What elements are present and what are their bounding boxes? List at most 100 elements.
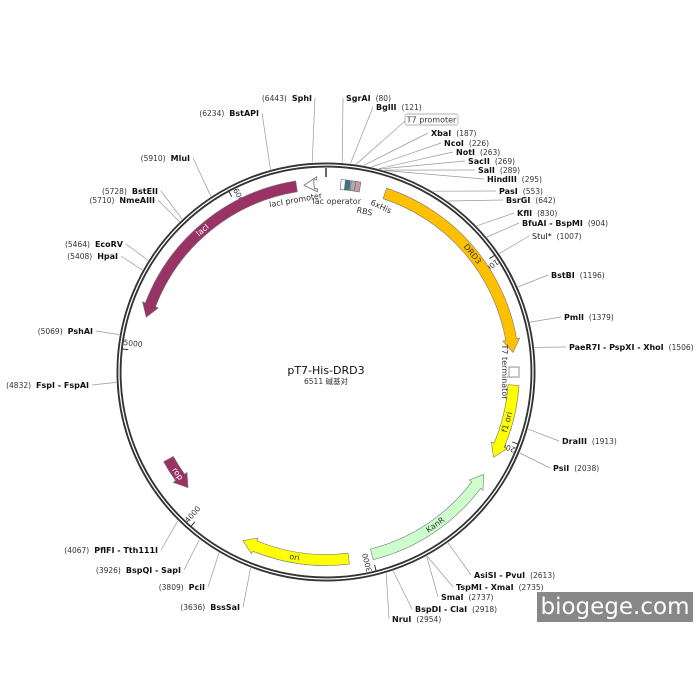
site-leader-line: [363, 132, 429, 166]
site-position: (5069): [38, 327, 63, 336]
site-name: SphI: [292, 94, 312, 103]
T7-terminator-label: T7 terminator: [500, 343, 509, 400]
site-name: PflFI - Tth111I: [94, 546, 158, 555]
site-leader-line: [529, 316, 562, 323]
backbone-ring: [116, 162, 536, 582]
site-name: DraIII: [562, 437, 587, 446]
site-name: PciI: [189, 583, 205, 592]
restriction-site: (3636) BssSaI: [180, 567, 251, 612]
restriction-site: HindIII (295): [384, 170, 542, 184]
site-position: (1506): [669, 343, 694, 352]
restriction-site: (3926) BspQI - SapI: [96, 539, 200, 575]
site-position: (1196): [580, 271, 605, 280]
site-name: TspMI - XmaI: [456, 583, 514, 592]
feature-arrow-laci: [142, 180, 298, 318]
site-name: BstEII: [132, 187, 158, 196]
site-name: MluI: [171, 154, 190, 163]
site-position: (1007): [557, 232, 582, 241]
site-leader-line: [378, 151, 454, 170]
restriction-site: NcoI (226): [371, 139, 489, 168]
site-label: (6234) BstAPI: [199, 109, 259, 118]
restriction-site: SgrAI (80): [341, 94, 391, 163]
site-position: (269): [495, 157, 515, 166]
site-position: (904): [588, 219, 608, 228]
site-leader-line: [120, 255, 143, 271]
restriction-site: SacII (269): [379, 157, 515, 170]
restriction-site: PasI (553): [432, 187, 543, 196]
site-label: BsrGI (642): [506, 196, 556, 205]
site-label: (5464) EcoRV: [65, 240, 124, 249]
feature-arrow-ori: [242, 537, 350, 566]
tick-label: 5000: [123, 338, 143, 349]
site-leader-line: [350, 106, 374, 164]
site-name: NmeAIII: [119, 196, 155, 205]
site-position: (5464): [65, 240, 90, 249]
site-label: SalI (289): [478, 166, 520, 175]
site-name: BstAPI: [229, 109, 259, 118]
site-leader-line: [311, 97, 316, 163]
restriction-site: XbaI (187): [363, 129, 477, 166]
site-leader-line: [160, 190, 183, 220]
restriction-site: DraIII (1913): [527, 428, 617, 446]
site-position: (121): [402, 103, 422, 112]
restriction-site: BsrGI (642): [447, 196, 556, 205]
site-leader-line: [384, 170, 485, 180]
restriction-site: (5069) PshAI: [38, 327, 120, 336]
site-name: SmaI: [441, 593, 463, 602]
restriction-site: PaeR7I - PspXI - XhoI (1506): [534, 343, 694, 352]
site-label: BfuAI - BspMI (904): [522, 219, 608, 228]
site-position: (6443): [262, 94, 287, 103]
site-label: HindIII (295): [487, 175, 542, 184]
restriction-site: BspDI - ClaI (2918): [392, 570, 497, 614]
site-name: FspI - FspAI: [36, 381, 89, 390]
tick-label: 4000: [183, 504, 202, 524]
site-name: PmlI: [564, 313, 584, 322]
site-name: BglII: [376, 103, 397, 112]
site-position: (3926): [96, 566, 121, 575]
site-leader-line: [160, 520, 179, 551]
site-position: (1913): [592, 437, 617, 446]
site-label: (4832) FspI - FspAI: [6, 381, 89, 390]
restriction-site: KflI (830): [476, 209, 557, 227]
site-label: BglII (121): [376, 103, 422, 112]
feature-arrow-f1-ori: [490, 384, 520, 458]
restriction-site: SalI (289): [383, 166, 520, 175]
site-position: (2737): [468, 593, 493, 602]
site-position: (2918): [472, 605, 497, 614]
site-name: NruI: [392, 615, 411, 624]
rbs-label: RBS: [356, 205, 374, 217]
site-label: KflI (830): [517, 209, 557, 218]
site-position: (6234): [199, 109, 224, 118]
restriction-site: (4067) PflFI - Tth111I: [64, 520, 179, 555]
site-label: TspMI - XmaI (2735): [456, 583, 544, 592]
lacI-promoter-arrow: [303, 175, 318, 193]
site-leader-line: [519, 452, 551, 469]
site-leader-line: [379, 160, 466, 170]
site-position: (5910): [141, 154, 166, 163]
site-name: XbaI: [431, 129, 451, 138]
site-position: (226): [469, 139, 489, 148]
plasmid-name: pT7-His-DRD3: [287, 364, 364, 377]
restriction-site: PmlI (1379): [529, 313, 614, 323]
site-position: (3809): [159, 583, 184, 592]
site-leader-line: [392, 570, 413, 610]
site-label: PsiI (2038): [553, 464, 599, 473]
site-label: BstBI (1196): [551, 271, 605, 280]
site-name: BssSaI: [210, 603, 240, 612]
site-label: NotI (263): [456, 148, 500, 157]
site-name: PsiI: [553, 464, 569, 473]
site-leader-line: [95, 330, 120, 335]
site-leader-line: [341, 97, 344, 163]
restriction-site: AsiSI - PvuI (2613): [447, 542, 555, 580]
site-label: StuI* (1007): [532, 232, 582, 241]
restriction-site: (5910) MluI: [141, 154, 212, 197]
site-label: (3809) PciI: [159, 583, 205, 592]
restriction-site: (3809) PciI: [159, 552, 220, 592]
tick-mark: [228, 191, 233, 197]
site-position: (5728): [102, 187, 127, 196]
site-leader-line: [476, 212, 515, 227]
small-feature-box: [353, 180, 362, 193]
site-name: NcoI: [444, 139, 464, 148]
restriction-site: BfuAI - BspMI (904): [486, 219, 608, 238]
